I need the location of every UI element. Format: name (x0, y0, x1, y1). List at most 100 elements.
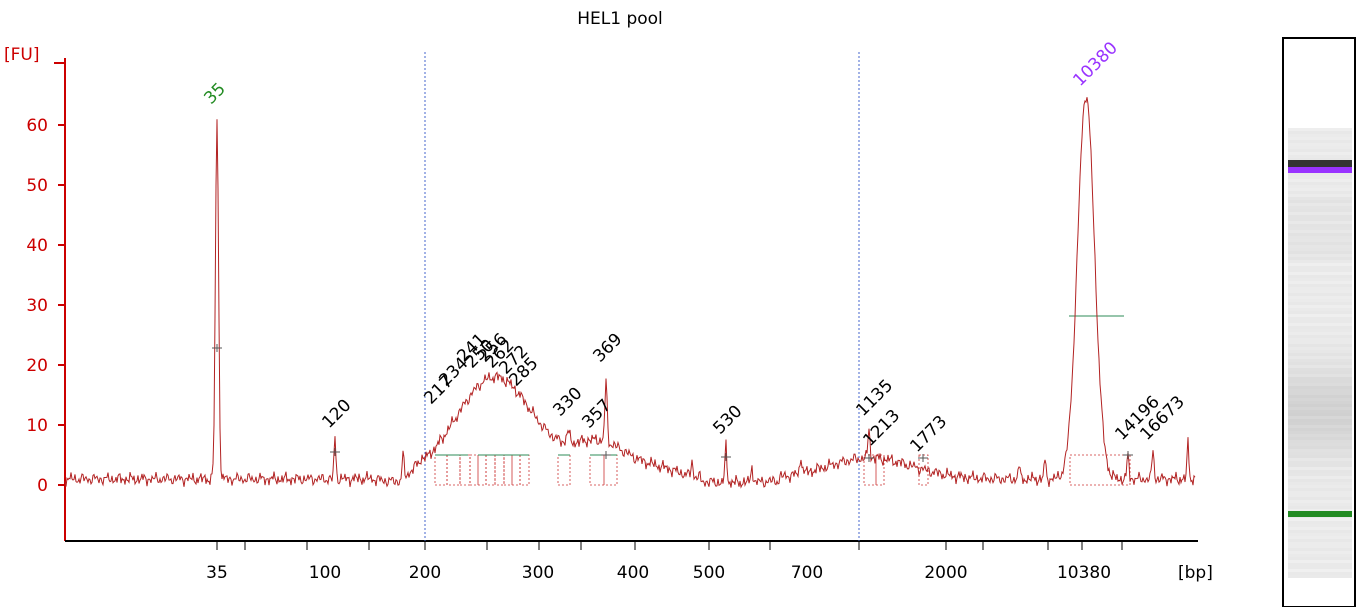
peak-region-box (511, 454, 521, 486)
gel-smear-band (1288, 425, 1352, 428)
peak-labels: 3512021723424125025626227228533035736953… (200, 38, 1188, 456)
gel-smear-band (1288, 368, 1352, 371)
y-ticks: 0 10 20 30 40 50 60 (26, 116, 65, 496)
peak-region-box (494, 454, 505, 486)
gel-smear-band (1288, 191, 1352, 194)
gel-smear-band (1288, 443, 1352, 446)
gel-smear-band (1288, 563, 1352, 566)
gel-smear-band (1288, 212, 1352, 215)
gel-smear-band (1288, 350, 1352, 353)
gel-smear-band (1288, 206, 1352, 209)
gel-smear-band (1288, 224, 1352, 227)
gel-smear-band (1288, 158, 1352, 161)
gel-smear-band (1288, 353, 1352, 356)
gel-smear-band (1288, 407, 1352, 410)
gel-smear-band (1288, 389, 1352, 392)
x-axis-label: [bp] (1178, 563, 1213, 583)
gel-smear-band (1288, 305, 1352, 308)
gel-smear-band (1288, 440, 1352, 443)
gel-smear-band (1288, 281, 1352, 284)
peak-region-box (469, 454, 479, 486)
gel-smear-band (1288, 194, 1352, 197)
gel-smear-band (1288, 557, 1352, 560)
peak-region-box (485, 454, 496, 486)
gel-smear-band (1288, 179, 1352, 182)
peak-label: 35 (200, 79, 229, 108)
gel-smear-band (1288, 482, 1352, 485)
gel-smear-band (1288, 356, 1352, 359)
gel-smear-band (1288, 242, 1352, 245)
gel-smear-band (1288, 314, 1352, 317)
gel-smear-band (1288, 182, 1352, 185)
gel-smear-band (1288, 311, 1352, 314)
peak-region-box (557, 454, 571, 486)
gel-smear-band (1288, 320, 1352, 323)
gel-smear-band (1288, 470, 1352, 473)
gel-smear-band (1288, 323, 1352, 326)
gel-smear-band (1288, 290, 1352, 293)
gel-smear-band (1288, 266, 1352, 269)
gel-smear-band (1288, 494, 1352, 497)
gel-smear-band (1288, 263, 1352, 266)
gel-smear-band (1288, 497, 1352, 500)
gel-smear-band (1288, 410, 1352, 413)
gel-smear-band (1288, 467, 1352, 470)
gel-smear-band (1288, 176, 1352, 179)
gel-smear-band (1288, 503, 1352, 506)
gel-smear-band (1288, 155, 1352, 158)
peak-label: 369 (589, 329, 626, 366)
gel-smear-band (1288, 452, 1352, 455)
gel-smear-band (1288, 230, 1352, 233)
gel-smear-band (1288, 398, 1352, 401)
x-tick-label: 2000 (924, 563, 967, 583)
gel-smear-band (1288, 128, 1352, 131)
gel-smear-band (1288, 374, 1352, 377)
gel-smear-band (1288, 524, 1352, 527)
gel-smear-band (1288, 506, 1352, 509)
chart-title: HEL1 pool (577, 9, 663, 29)
gel-smear-band (1288, 530, 1352, 533)
gel-smear-band (1288, 308, 1352, 311)
x-tick-label: 300 (522, 563, 554, 583)
gel-smear-band (1288, 485, 1352, 488)
gel-smear-band (1288, 458, 1352, 461)
gel-smear-band (1288, 566, 1352, 569)
gel-smear-band (1288, 395, 1352, 398)
gel-smear-band (1288, 200, 1352, 203)
gel-smear-band (1288, 185, 1352, 188)
gel-smear-band (1288, 215, 1352, 218)
gel-smear-band (1288, 392, 1352, 395)
gel-smear-band (1288, 413, 1352, 416)
region-lines (424, 52, 860, 541)
peak-label: 530 (709, 401, 746, 438)
peak-region-box (875, 454, 885, 486)
gel-smear-band (1288, 431, 1352, 434)
gel-smear-band (1288, 347, 1352, 350)
y-tick-label: 40 (26, 236, 48, 256)
peak-region-box (863, 454, 877, 486)
gel-smear-band (1288, 464, 1352, 467)
peak-marks (212, 344, 1133, 462)
gel-smear-band (1288, 473, 1352, 476)
gel-smear-band (1288, 329, 1352, 332)
gel-smear-band (1288, 317, 1352, 320)
gel-smear-band (1288, 221, 1352, 224)
gel-smear-band (1288, 335, 1352, 338)
gel-smear-band (1288, 140, 1352, 143)
gel-smear-band (1288, 293, 1352, 296)
gel-smear-band (1288, 239, 1352, 242)
x-tick-label: 400 (617, 563, 649, 583)
gel-smear-band (1288, 233, 1352, 236)
gel-smear-band (1288, 344, 1352, 347)
gel-smear-band (1288, 548, 1352, 551)
gel-smear-band (1288, 377, 1352, 380)
gel-smear-band (1288, 545, 1352, 548)
gel-smear-band (1288, 131, 1352, 134)
gel-smear-band (1288, 341, 1352, 344)
gel-smear-band (1288, 521, 1352, 524)
gel-smear-band (1288, 302, 1352, 305)
gel-smear-band (1288, 518, 1352, 521)
gel-smear-band (1288, 296, 1352, 299)
gel-smear-band (1288, 260, 1352, 263)
